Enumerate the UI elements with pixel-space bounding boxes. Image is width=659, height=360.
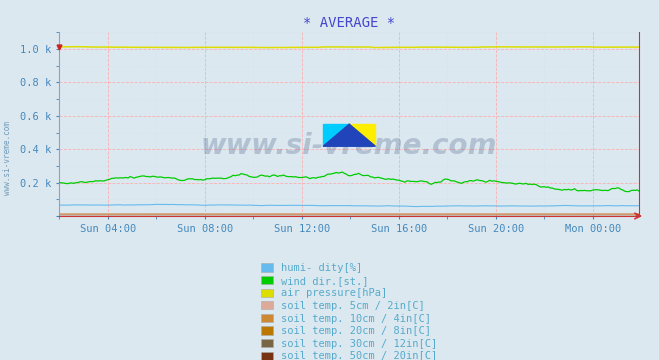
Text: www.si-vreme.com: www.si-vreme.com <box>3 121 13 195</box>
Title: * AVERAGE *: * AVERAGE * <box>303 16 395 30</box>
Text: www.si-vreme.com: www.si-vreme.com <box>201 132 498 160</box>
Polygon shape <box>323 124 376 146</box>
Legend: humi- dity[%], wind dir.[st.], air pressure[hPa], soil temp. 5cm / 2in[C], soil : humi- dity[%], wind dir.[st.], air press… <box>261 263 438 360</box>
Polygon shape <box>323 124 349 146</box>
Polygon shape <box>349 124 376 146</box>
